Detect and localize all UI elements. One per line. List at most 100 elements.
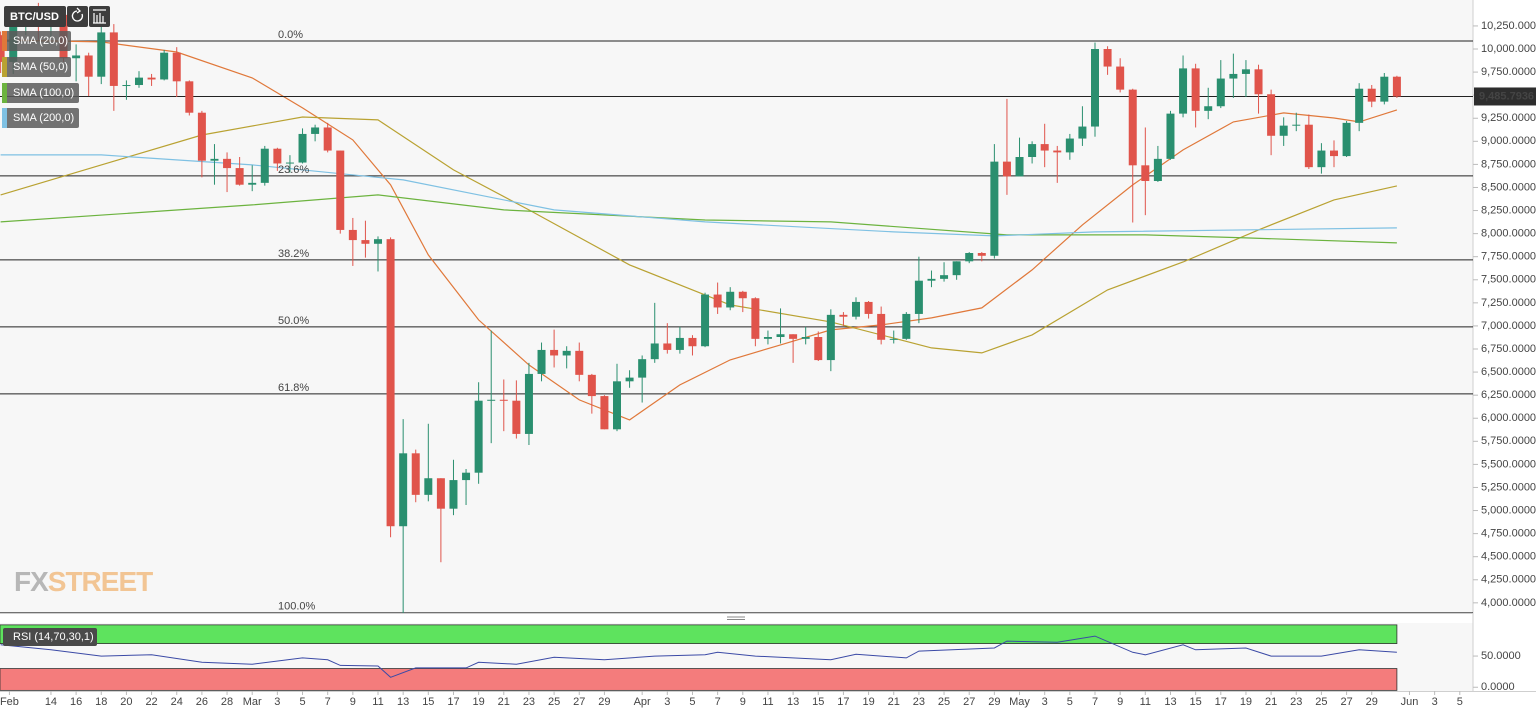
legend-swatch — [2, 83, 7, 103]
legend-label: SMA (200,0) — [13, 112, 74, 124]
legend-item[interactable]: SMA (200,0) — [2, 108, 79, 128]
candle-body — [638, 359, 647, 378]
legend-item[interactable]: SMA (20,0) — [2, 31, 71, 51]
candle-body — [776, 334, 785, 338]
candle-body — [97, 32, 106, 77]
x-tick-label: 18 — [95, 696, 107, 708]
candle-body — [1002, 161, 1011, 177]
candle-body — [562, 350, 571, 356]
legend: SMA (20,0) SMA (50,0) SMA (100,0) SMA (200,… — [2, 31, 97, 646]
x-tick-label: 25 — [1315, 696, 1327, 708]
watermark-text: FXSTREET — [14, 566, 153, 597]
splitter-handle[interactable] — [727, 616, 745, 620]
y-tick-label: 6,250.0000 — [1481, 389, 1536, 401]
candle-body — [763, 337, 772, 339]
x-tick-label: 22 — [145, 696, 157, 708]
fib-label: 38.2% — [278, 248, 309, 260]
x-tick-label: Mar — [243, 696, 262, 708]
candle-body — [248, 182, 257, 185]
candle-body — [1330, 150, 1339, 157]
candle-body — [260, 148, 269, 183]
x-tick-label: 17 — [837, 696, 849, 708]
candle-body — [789, 334, 798, 339]
legend-label: SMA (100,0) — [13, 87, 74, 99]
watermark: FXSTREET — [14, 566, 154, 597]
x-tick-label: 21 — [498, 696, 510, 708]
last-price-label: 9,485.7936 — [1479, 90, 1534, 102]
legend-item[interactable]: SMA (50,0) — [2, 57, 71, 77]
candle-body — [449, 480, 458, 509]
candle-body — [273, 148, 282, 164]
candle-body — [751, 298, 760, 339]
y-tick-label: 5,750.0000 — [1481, 435, 1536, 447]
last-price-badge — [1474, 87, 1536, 106]
candle-body — [1166, 113, 1175, 159]
sma-line — [0, 154, 1397, 237]
candle-body — [72, 55, 81, 59]
candle-body — [738, 291, 747, 299]
candle-body — [147, 77, 156, 80]
candle-body — [109, 32, 118, 86]
x-tick-label: 19 — [862, 696, 874, 708]
candle-body — [160, 52, 169, 80]
candle-body — [977, 253, 986, 256]
x-tick-label: 13 — [397, 696, 409, 708]
x-tick-label: 5 — [299, 696, 305, 708]
x-tick-label: 27 — [1340, 696, 1352, 708]
candle-body — [914, 280, 923, 314]
y-tick-label: 7,000.0000 — [1481, 320, 1536, 332]
watermark-fx: FX — [14, 566, 49, 597]
sma-line — [0, 194, 1397, 244]
rsi-legend[interactable]: RSI (14,70,30,1) — [3, 628, 97, 646]
candle-body — [185, 81, 194, 113]
candle-body — [1380, 76, 1389, 102]
x-tick-label: 11 — [1140, 696, 1151, 708]
candle-body — [311, 127, 320, 134]
rsi-upper-band — [0, 624, 1398, 644]
candle-body — [1392, 76, 1401, 97]
x-tick-label: 3 — [1432, 696, 1438, 708]
candle-body — [575, 350, 584, 375]
x-tick-label: 19 — [1240, 696, 1252, 708]
x-tick-label: May — [1009, 696, 1030, 708]
candle-body — [361, 240, 370, 244]
toolbar: BTC/USD — [4, 6, 110, 27]
x-tick-label: 29 — [1366, 696, 1378, 708]
watermark-street: STREET — [48, 566, 153, 597]
x-tick-label: 20 — [120, 696, 132, 708]
candle-body — [1065, 138, 1074, 153]
y-tick-label: 4,000.0000 — [1481, 597, 1536, 609]
x-tick-label: Feb — [0, 696, 19, 708]
candle-body — [550, 349, 559, 356]
candle-body — [1028, 144, 1037, 158]
candle-body — [323, 127, 332, 151]
candle-body — [1153, 158, 1162, 182]
y-tick-label: 10,000.0000 — [1481, 43, 1536, 55]
candle-body — [889, 338, 898, 340]
x-tick-label: 26 — [196, 696, 208, 708]
y-tick-label: 6,750.0000 — [1481, 343, 1536, 355]
candle-body — [1015, 157, 1024, 177]
legend-label: SMA (20,0) — [13, 35, 68, 47]
candle-body — [1191, 68, 1200, 111]
symbol-badge[interactable] — [4, 6, 66, 27]
y-tick-label: 5,500.0000 — [1481, 458, 1536, 470]
x-tick-label: 5 — [1067, 696, 1073, 708]
x-tick-label: 13 — [1164, 696, 1176, 708]
fib-label: 61.8% — [278, 382, 309, 394]
candle-body — [663, 343, 672, 350]
x-tick-label: 14 — [45, 696, 57, 708]
refresh-button[interactable] — [67, 6, 88, 27]
x-tick-label: 17 — [447, 696, 459, 708]
candle-body — [587, 374, 596, 397]
candle-body — [877, 313, 886, 340]
candle-body — [1317, 150, 1326, 168]
legend-badge — [2, 108, 79, 128]
rsi-legend-badge — [3, 628, 97, 646]
legend-item[interactable]: SMA (100,0) — [2, 83, 79, 103]
candle-body — [612, 381, 621, 430]
y-tick-label: 9,250.0000 — [1481, 112, 1536, 124]
refresh-icon — [71, 7, 84, 22]
candle-body — [285, 162, 294, 164]
